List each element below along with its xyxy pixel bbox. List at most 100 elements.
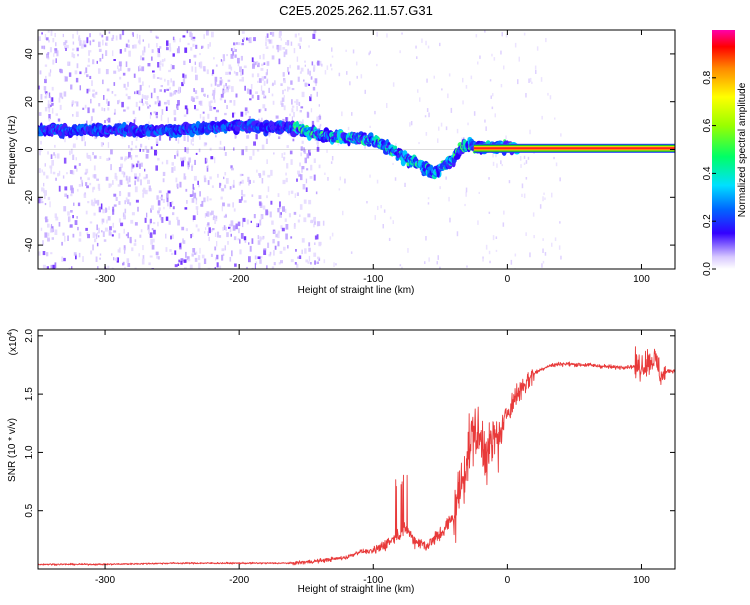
noise-speck [185, 188, 188, 192]
noise-speck [77, 202, 81, 207]
noise-speck [172, 36, 175, 41]
noise-speck [279, 250, 283, 254]
noise-speck [195, 224, 198, 228]
noise-speck [206, 211, 210, 217]
noise-speck [85, 67, 88, 74]
noise-speck [87, 155, 91, 159]
noise-speck [92, 201, 95, 207]
noise-speck [282, 72, 285, 77]
noise-speck [189, 194, 193, 197]
noise-speck [268, 254, 272, 257]
noise-speck [425, 40, 427, 46]
noise-speck [192, 36, 196, 39]
noise-speck [212, 228, 215, 231]
noise-speck [205, 227, 207, 231]
noise-speck [85, 210, 88, 215]
noise-speck [75, 168, 78, 172]
noise-speck [542, 196, 544, 202]
noise-speck [89, 156, 92, 161]
noise-speck [399, 264, 402, 267]
y-tick-label: 1.5 [24, 387, 35, 401]
noise-speck [262, 205, 266, 210]
noise-speck [187, 42, 190, 46]
noise-speck [275, 233, 278, 238]
noise-speck [297, 219, 300, 223]
noise-speck [389, 216, 392, 220]
noise-speck [173, 39, 176, 43]
noise-speck [299, 71, 302, 74]
noise-speck [73, 54, 76, 59]
noise-speck [299, 214, 301, 217]
noise-speck [239, 79, 242, 82]
noise-speck [287, 67, 289, 73]
noise-speck [103, 108, 106, 112]
noise-speck [283, 152, 286, 155]
noise-speck [141, 94, 144, 98]
noise-speck [172, 80, 175, 87]
noise-speck [174, 250, 177, 255]
noise-speck [70, 187, 74, 194]
noise-speck [505, 135, 507, 140]
noise-speck [252, 180, 255, 183]
noise-speck [242, 69, 244, 75]
noise-speck [233, 42, 236, 46]
noise-speck [122, 262, 124, 266]
noise-speck [293, 211, 297, 215]
noise-speck [462, 77, 464, 83]
noise-speck [227, 241, 229, 245]
noise-speck [298, 101, 301, 106]
noise-speck [193, 54, 197, 58]
noise-speck [366, 201, 368, 204]
noise-speck [113, 230, 117, 233]
noise-speck [131, 32, 134, 36]
noise-speck [208, 227, 211, 234]
noise-speck [150, 238, 153, 245]
noise-speck [208, 101, 212, 107]
noise-speck [270, 200, 273, 205]
noise-speck [175, 137, 177, 141]
noise-speck [98, 206, 101, 213]
noise-speck [222, 253, 225, 256]
noise-speck [545, 38, 547, 43]
noise-speck [338, 188, 341, 191]
noise-speck [274, 245, 277, 250]
noise-speck [124, 48, 127, 52]
noise-speck [290, 236, 293, 239]
noise-speck [90, 116, 93, 121]
noise-speck [143, 176, 147, 180]
noise-speck [186, 148, 189, 154]
noise-speck [75, 135, 78, 140]
noise-speck [207, 222, 210, 226]
noise-speck [186, 200, 188, 204]
noise-speck [152, 222, 156, 225]
noise-speck [162, 178, 165, 183]
noise-speck [309, 96, 312, 102]
noise-speck [178, 86, 181, 91]
noise-speck [479, 55, 481, 59]
noise-speck [138, 173, 141, 177]
noise-speck [113, 193, 117, 197]
noise-speck [159, 214, 162, 218]
noise-speck [136, 176, 140, 182]
noise-speck [44, 232, 48, 238]
noise-speck [142, 57, 145, 61]
noise-speck [86, 185, 89, 189]
noise-speck [135, 101, 138, 107]
noise-speck [462, 100, 464, 105]
noise-speck [119, 34, 122, 40]
noise-speck [187, 161, 190, 168]
noise-speck [492, 152, 494, 158]
noise-speck [102, 79, 104, 85]
colorbar-label: Normalized spectral amplitude [737, 82, 748, 217]
noise-speck [234, 54, 237, 58]
noise-speck [87, 177, 90, 181]
noise-speck [265, 72, 268, 76]
noise-speck [43, 45, 46, 50]
noise-speck [86, 120, 88, 125]
noise-speck [199, 114, 202, 119]
noise-speck [300, 174, 303, 181]
noise-speck [243, 236, 247, 241]
noise-speck [117, 184, 121, 187]
noise-speck [246, 110, 250, 114]
noise-speck [179, 246, 182, 250]
